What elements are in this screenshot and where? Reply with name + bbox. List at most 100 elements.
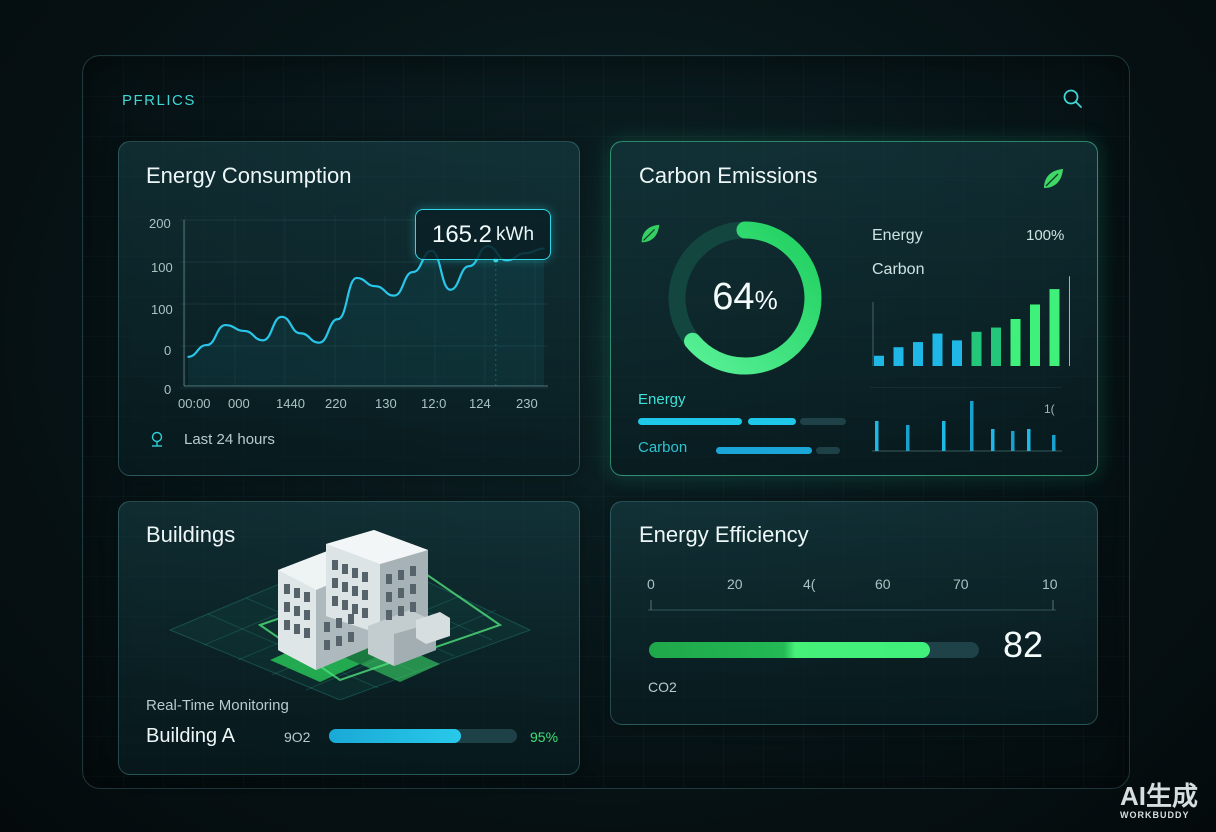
building-illustration — [168, 530, 532, 700]
x-tick: 12:0 — [421, 396, 447, 411]
energy-bar-a — [638, 418, 742, 425]
data-point — [318, 341, 320, 344]
building-name[interactable]: Building A — [146, 725, 235, 747]
data-point — [449, 288, 452, 291]
leaf-icon — [1044, 169, 1063, 188]
y-tick: 100 — [151, 302, 173, 317]
mini-bar — [1052, 435, 1056, 451]
mini-bar — [1027, 429, 1031, 451]
mini-bar — [991, 429, 995, 451]
readout-value: 165.2 — [431, 220, 493, 248]
watermark-main: AI生成 — [1120, 781, 1199, 811]
efficiency-unit-label: CO2 — [648, 679, 677, 695]
data-point — [355, 277, 358, 279]
x-tick: 000 — [228, 396, 250, 411]
carbon-bar-track — [816, 447, 840, 454]
y-tick: 200 — [149, 216, 171, 231]
mini-bar — [906, 425, 910, 451]
search-icon[interactable] — [1062, 88, 1084, 110]
energy-readout: 165.2 kWh — [415, 209, 551, 260]
carbon-donut — [668, 221, 822, 375]
data-point — [337, 318, 339, 320]
energy-label: Energy — [638, 391, 686, 408]
y-tick: 0 — [164, 382, 172, 397]
legend-energy: Energy — [872, 227, 923, 244]
energy-consumption-title: Energy Consumption — [146, 163, 352, 188]
carbon-bar — [932, 333, 943, 366]
scale-tick: 70 — [953, 576, 969, 592]
donut-number: 64 — [712, 276, 755, 318]
y-tick: 0 — [164, 343, 172, 358]
watermark-sub: WORKBUDDY — [1120, 810, 1190, 820]
carbon-bar — [1049, 289, 1060, 366]
data-point — [205, 344, 208, 346]
energy-line-chart — [180, 215, 548, 389]
data-point — [262, 339, 264, 342]
monitoring-label: Real-Time Monitoring — [146, 697, 289, 714]
efficiency-fill — [649, 642, 930, 658]
x-tick: 130 — [375, 396, 397, 411]
line-area — [188, 246, 544, 386]
energy-bar-track — [800, 418, 846, 425]
scale-ruler — [648, 600, 1056, 611]
data-point — [393, 294, 395, 297]
x-tick: 124 — [469, 396, 491, 411]
donut-unit: % — [754, 285, 778, 315]
brand-logo: PFRLICS — [122, 92, 196, 109]
carbon-bar — [952, 340, 962, 366]
energy-efficiency-title: Energy Efficiency — [639, 522, 809, 547]
efficiency-value: 82 — [1003, 624, 1044, 665]
energy-bar-b — [748, 418, 796, 425]
legend-percent: 100% — [1026, 227, 1065, 244]
building-code: 9O2 — [284, 729, 311, 745]
data-point — [374, 285, 377, 287]
legend-carbon: Carbon — [872, 261, 925, 278]
scale-tick: 0 — [647, 576, 655, 592]
mini-bar — [1011, 431, 1015, 451]
data-point — [299, 332, 302, 335]
data-point — [187, 356, 189, 358]
y-tick: 100 — [151, 260, 173, 275]
data-point — [468, 265, 470, 267]
carbon-bar — [716, 447, 812, 454]
carbon-bar — [991, 327, 1001, 366]
data-point — [243, 330, 246, 332]
x-tick: 230 — [516, 396, 538, 411]
scale-tick: 20 — [727, 576, 743, 592]
mini-bar — [942, 421, 946, 451]
x-tick: 220 — [325, 396, 347, 411]
carbon-emissions-title: Carbon Emissions — [639, 163, 818, 188]
readout-unit: kWh — [496, 223, 535, 245]
carbon-bar — [971, 331, 982, 366]
leaf-small-icon — [641, 224, 660, 243]
carbon-bar-chart — [870, 276, 1070, 388]
x-tick: 00:00 — [178, 396, 211, 411]
time-range-label[interactable]: Last 24 hours — [184, 431, 275, 448]
donut-arc — [668, 221, 822, 375]
donut-value: 64% — [705, 276, 785, 319]
carbon-bar — [893, 347, 904, 366]
x-tick: 1440 — [276, 396, 305, 411]
building-progress-label: 95% — [530, 729, 559, 745]
mini-bar — [875, 421, 879, 451]
building-progress-fill — [329, 729, 461, 743]
data-point — [224, 324, 227, 326]
carbon-bar — [1030, 304, 1040, 366]
scale-tick: 4( — [803, 576, 816, 592]
clock-icon — [151, 431, 163, 447]
carbon-bar — [913, 342, 923, 366]
energy-consumption-card — [118, 141, 580, 476]
carbon-mini-chart — [872, 401, 1062, 452]
data-point — [280, 316, 283, 318]
scale-tick: 60 — [875, 576, 891, 592]
data-point — [412, 271, 414, 273]
watermark: AI生成 WORKBUDDY — [1120, 782, 1198, 820]
scale-tick: 10 — [1042, 576, 1058, 592]
energy-efficiency-card — [610, 501, 1098, 725]
mini-chart-label: 1( — [1044, 402, 1055, 416]
carbon-bar — [874, 355, 884, 366]
carbon-bar — [1069, 276, 1070, 366]
carbon-bar — [1010, 319, 1021, 366]
buildings-title: Buildings — [146, 522, 236, 547]
carbon-label: Carbon — [638, 439, 688, 456]
